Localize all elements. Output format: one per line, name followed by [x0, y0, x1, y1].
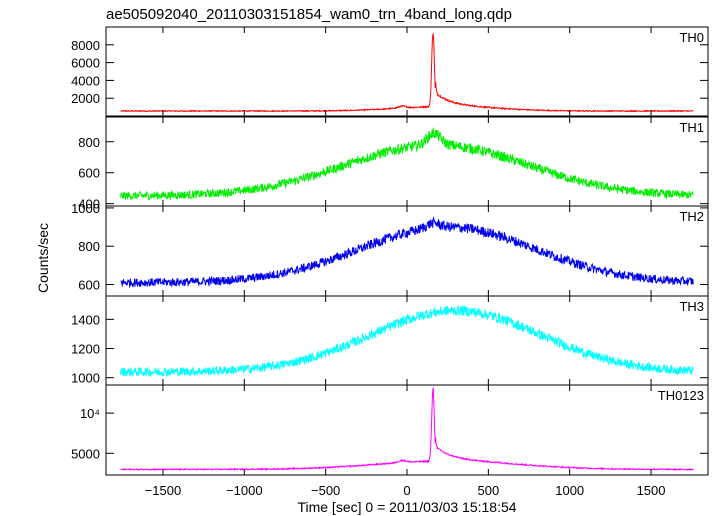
y-tick-label: 800	[78, 239, 100, 254]
y-tick-label: 6000	[71, 56, 100, 71]
x-tick-label: −500	[311, 483, 340, 498]
y-tick-label: 600	[78, 278, 100, 293]
band-label-th3: TH3	[679, 299, 704, 314]
panel-frame	[105, 26, 709, 117]
x-tick-label: −1000	[226, 483, 263, 498]
series-line-th3	[120, 305, 694, 378]
y-tick-label: 10⁴	[80, 406, 100, 421]
y-tick-label: 5000	[71, 446, 100, 461]
x-axis-label: Time [sec] 0 = 2011/03/03 15:18:54	[297, 499, 516, 515]
panel-th0123: 5000 10⁴ TH0123	[71, 384, 709, 476]
panel-frame	[105, 205, 709, 297]
y-axis-label: Counts/sec	[35, 223, 51, 293]
y-tick-label: 1000	[71, 371, 100, 386]
band-label-th0123: TH0123	[658, 388, 704, 403]
series-line-th2	[120, 216, 694, 289]
x-tick-label: 1000	[555, 483, 584, 498]
y-tick-label: 400	[78, 197, 100, 212]
panel-th1: 400 600 800 TH1	[78, 116, 709, 212]
series-line-th0123	[120, 386, 694, 472]
panels: 2000 4000 6000 8000 TH0 400 600 800 TH1 600 800 100…	[71, 26, 709, 476]
y-tick-label: 4000	[71, 73, 100, 88]
band-label-th2: TH2	[679, 209, 704, 224]
y-tick-label: 8000	[71, 38, 100, 53]
x-axis: −1500 −1000 −500 0 500 1000 1500	[145, 483, 666, 498]
panel-th0: 2000 4000 6000 8000 TH0	[71, 26, 709, 117]
x-tick-label: 0	[403, 483, 410, 498]
y-tick-label: 800	[78, 135, 100, 150]
y-tick-label: 600	[78, 166, 100, 181]
panel-th3: 1000 1200 1400 TH3	[71, 295, 709, 386]
panel-th2: 600 800 1000 TH2	[71, 201, 709, 297]
chart-title: ae505092040_20110303151854_wam0_trn_4ban…	[106, 6, 512, 23]
band-label-th1: TH1	[679, 120, 704, 135]
x-tick-label: 1500	[637, 483, 666, 498]
y-tick-label: 1200	[71, 342, 100, 357]
y-tick-label: 1000	[71, 201, 100, 216]
series-line-th0	[120, 32, 694, 113]
y-tick-label: 1400	[71, 312, 100, 327]
series-line-th1	[120, 126, 694, 202]
x-tick-label: 500	[477, 483, 499, 498]
y-tick-label: 2000	[71, 91, 100, 106]
x-tick-label: −1500	[145, 483, 182, 498]
band-label-th0: TH0	[679, 30, 704, 45]
